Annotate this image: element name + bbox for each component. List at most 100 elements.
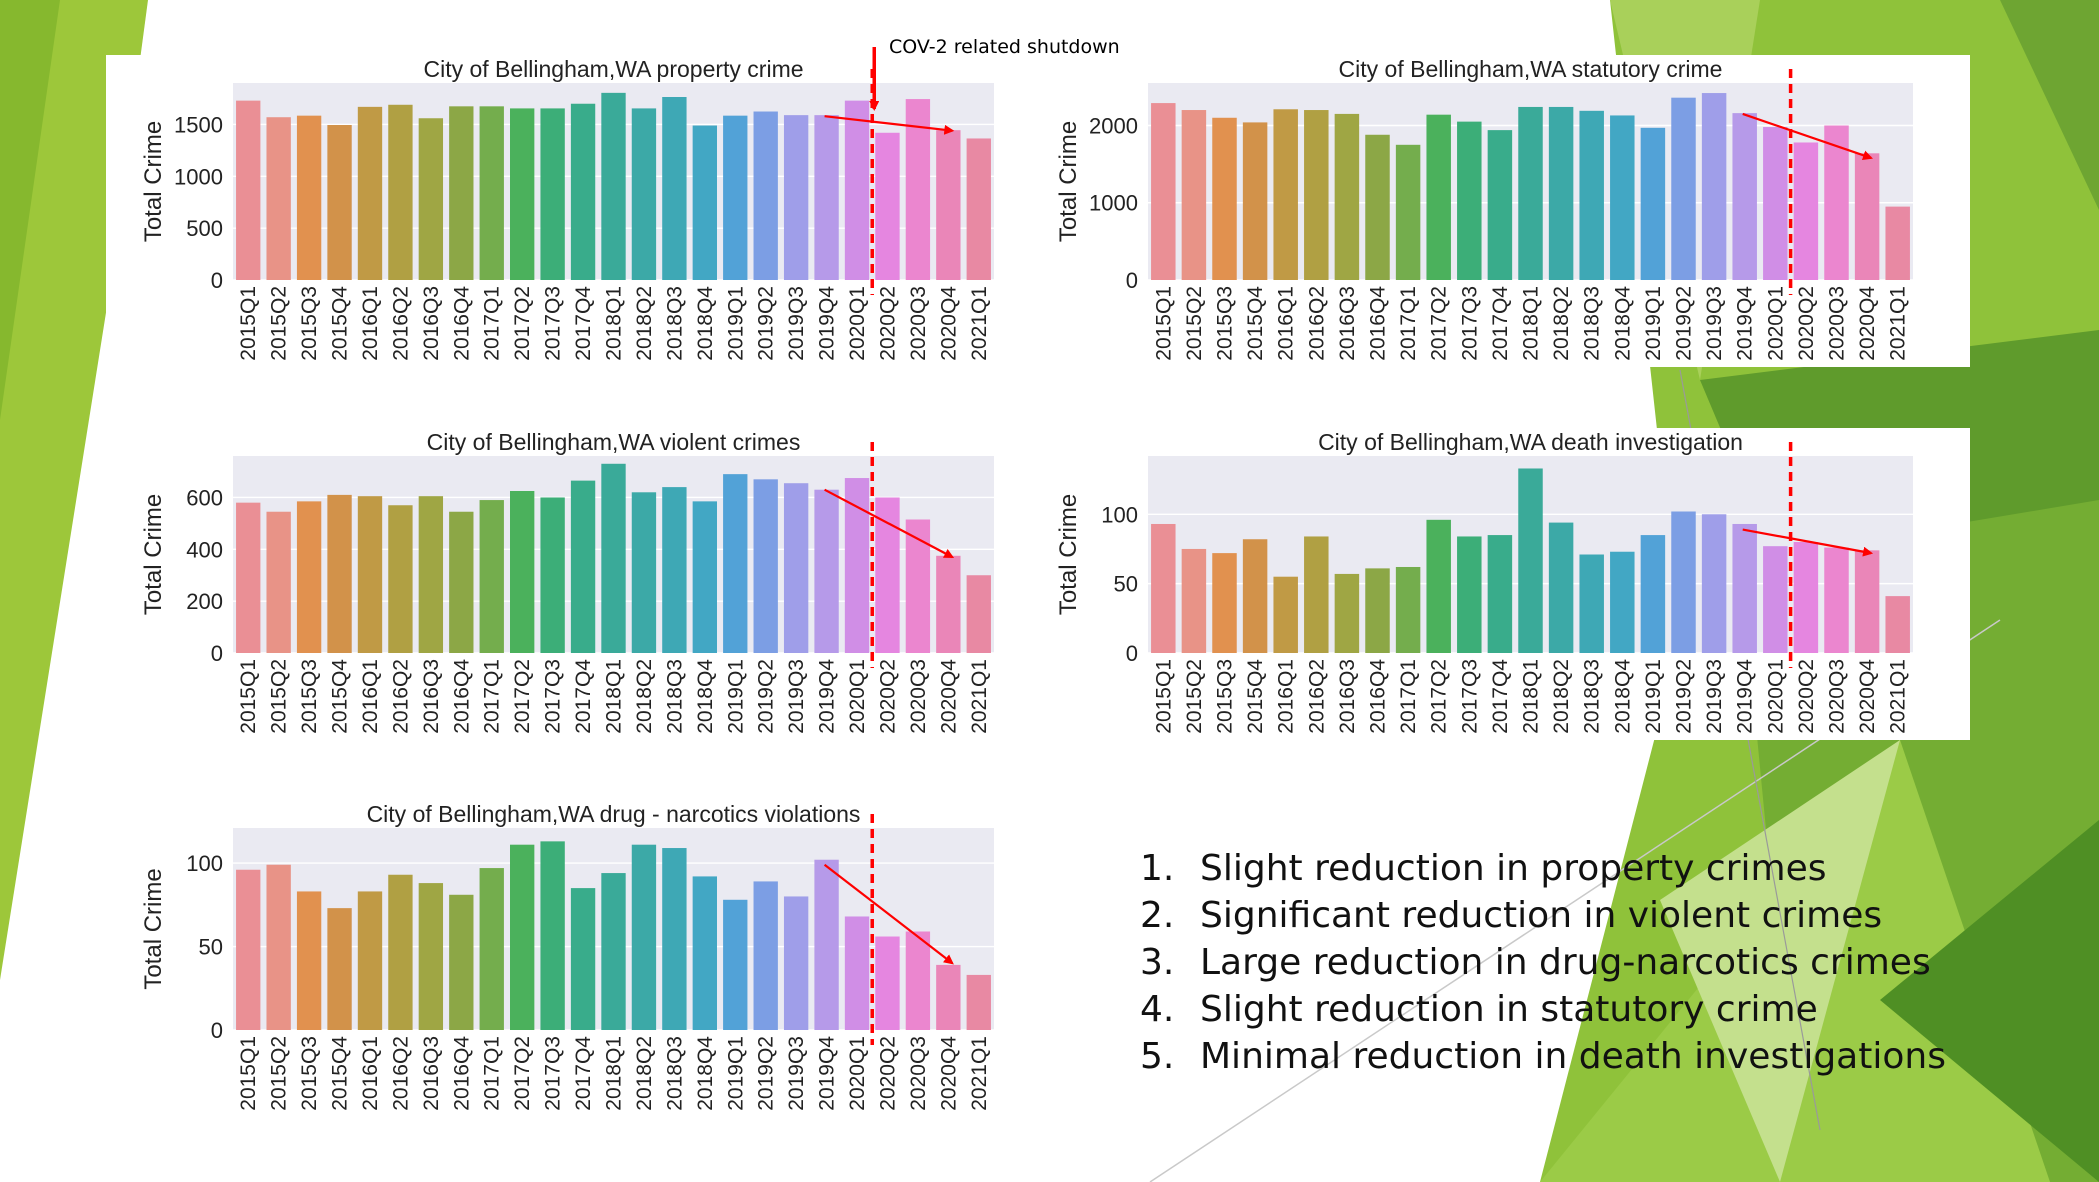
- y-tick-label: 1500: [174, 112, 223, 137]
- bar: [601, 463, 626, 653]
- y-tick-label: 50: [1114, 572, 1138, 597]
- property-crime-chart: 0 500 1000 1500 2015Q1 2015Q2 2015Q3 2015Q4 2016…: [106, 47, 1006, 375]
- x-tick-label: 2018Q3: [663, 286, 686, 361]
- y-tick-label: 0: [1126, 641, 1138, 666]
- bar: [327, 124, 352, 281]
- bar: [1548, 522, 1574, 653]
- x-tick-label: 2016Q4: [450, 286, 473, 361]
- y-axis-label: Total Crime: [140, 494, 167, 615]
- x-tick-label: 2017Q4: [1489, 659, 1512, 734]
- bar: [1640, 127, 1666, 280]
- bar: [783, 483, 809, 653]
- bar: [905, 519, 931, 653]
- bar: [631, 844, 657, 1030]
- x-tick-label: 2017Q2: [511, 659, 534, 734]
- trend-arrow: [824, 115, 955, 135]
- x-tick-label: 2018Q4: [1611, 286, 1634, 361]
- x-tick-label: 2019Q2: [755, 1036, 778, 1111]
- x-tick-label: 2020Q4: [937, 659, 960, 734]
- bar: [966, 138, 991, 280]
- bar: [357, 106, 383, 280]
- bar: [692, 876, 717, 1030]
- bar: [1487, 130, 1513, 280]
- bar: [236, 869, 261, 1030]
- x-tick-label: 2020Q3: [907, 659, 930, 734]
- y-tick-label: 400: [186, 537, 223, 562]
- bar: [875, 132, 900, 280]
- bar: [510, 490, 535, 653]
- x-tick-label: 2017Q1: [481, 659, 504, 734]
- x-tick-label: 2017Q3: [1458, 286, 1481, 361]
- chart-title: City of Bellingham,WA drug - narcotics v…: [367, 801, 861, 827]
- bar: [1548, 106, 1574, 280]
- drug-narcotics-chart: 0 50 100 2015Q1 2015Q2 2015Q3 2015Q4 2016Q1 2016…: [106, 800, 1006, 1130]
- x-tick-label: 2017Q2: [511, 286, 534, 361]
- x-tick-label: 2016Q3: [420, 1036, 443, 1111]
- bar: [1518, 106, 1543, 280]
- x-tick-label: 2017Q1: [481, 286, 504, 361]
- x-tick-label: 2016Q4: [1367, 659, 1390, 734]
- x-tick-label: 2019Q2: [755, 659, 778, 734]
- finding-item: 3. Large reduction in drug-narcotics crim…: [1140, 942, 1931, 983]
- x-tick-label: 2018Q4: [1611, 659, 1634, 734]
- bar: [1671, 97, 1696, 280]
- bar: [631, 108, 657, 280]
- trend-arrow: [1742, 528, 1874, 557]
- bar: [570, 480, 596, 653]
- x-tick-label: 2019Q2: [1673, 286, 1696, 361]
- x-tick-label: 2020Q1: [1764, 659, 1787, 734]
- bar: [510, 844, 535, 1030]
- x-tick-label: 2016Q2: [389, 286, 412, 361]
- x-tick-label: 2015Q3: [298, 659, 321, 734]
- bar: [1395, 144, 1421, 280]
- drug-narcotics-plot: 0 50 100 2015Q1 2015Q2 2015Q3 2015Q4 2016Q1 2016…: [140, 801, 994, 1111]
- x-tick-label: 2020Q4: [937, 286, 960, 361]
- bar: [236, 502, 261, 653]
- bar: [418, 496, 444, 653]
- y-tick-label: 50: [199, 935, 223, 960]
- bar: [1334, 113, 1360, 280]
- x-tick-label: 2016Q1: [359, 286, 382, 361]
- bar: [1793, 142, 1819, 280]
- bar: [540, 108, 565, 280]
- x-tick-label: 2017Q4: [572, 286, 595, 361]
- x-tick-label: 2015Q2: [1183, 286, 1206, 361]
- shutdown-annotation: COV-2 related shutdown: [889, 36, 1120, 58]
- bar: [266, 511, 291, 653]
- x-tick-label: 2020Q2: [876, 659, 899, 734]
- bar: [936, 964, 961, 1030]
- bar: [327, 494, 352, 653]
- x-tick-label: 2021Q1: [1887, 286, 1910, 361]
- bar: [905, 931, 931, 1030]
- x-tick-label: 2021Q1: [1887, 659, 1910, 734]
- x-tick-label: 2019Q3: [785, 286, 808, 361]
- bar: [783, 115, 809, 280]
- y-axis-label: Total Crime: [140, 868, 167, 989]
- x-tick-label: 2020Q3: [1826, 286, 1849, 361]
- bar: [570, 103, 596, 280]
- x-tick-label: 2018Q2: [633, 286, 656, 361]
- trend-arrow: [824, 488, 955, 559]
- x-tick-label: 2019Q4: [1734, 286, 1757, 361]
- x-tick-label: 2017Q1: [481, 1036, 504, 1111]
- finding-item: 1. Slight reduction in property crimes: [1140, 848, 1827, 889]
- bar: [449, 511, 474, 653]
- bar: [327, 908, 352, 1030]
- x-tick-label: 2015Q3: [298, 1036, 321, 1111]
- x-tick-label: 2019Q1: [724, 286, 747, 361]
- bar: [692, 501, 717, 653]
- x-tick-label: 2015Q3: [1214, 659, 1237, 734]
- bar: [844, 478, 870, 653]
- x-tick-label: 2020Q4: [1856, 659, 1879, 734]
- x-tick-label: 2017Q3: [542, 1036, 565, 1111]
- x-tick-label: 2018Q4: [694, 286, 717, 361]
- bar: [1151, 523, 1176, 653]
- bar: [723, 115, 748, 280]
- bar: [1793, 542, 1819, 653]
- x-tick-label: 2015Q4: [1244, 286, 1267, 361]
- bar: [296, 501, 322, 653]
- bar: [662, 487, 687, 653]
- x-tick-label: 2019Q1: [724, 659, 747, 734]
- bar: [1212, 117, 1237, 280]
- x-tick-label: 2017Q2: [511, 1036, 534, 1111]
